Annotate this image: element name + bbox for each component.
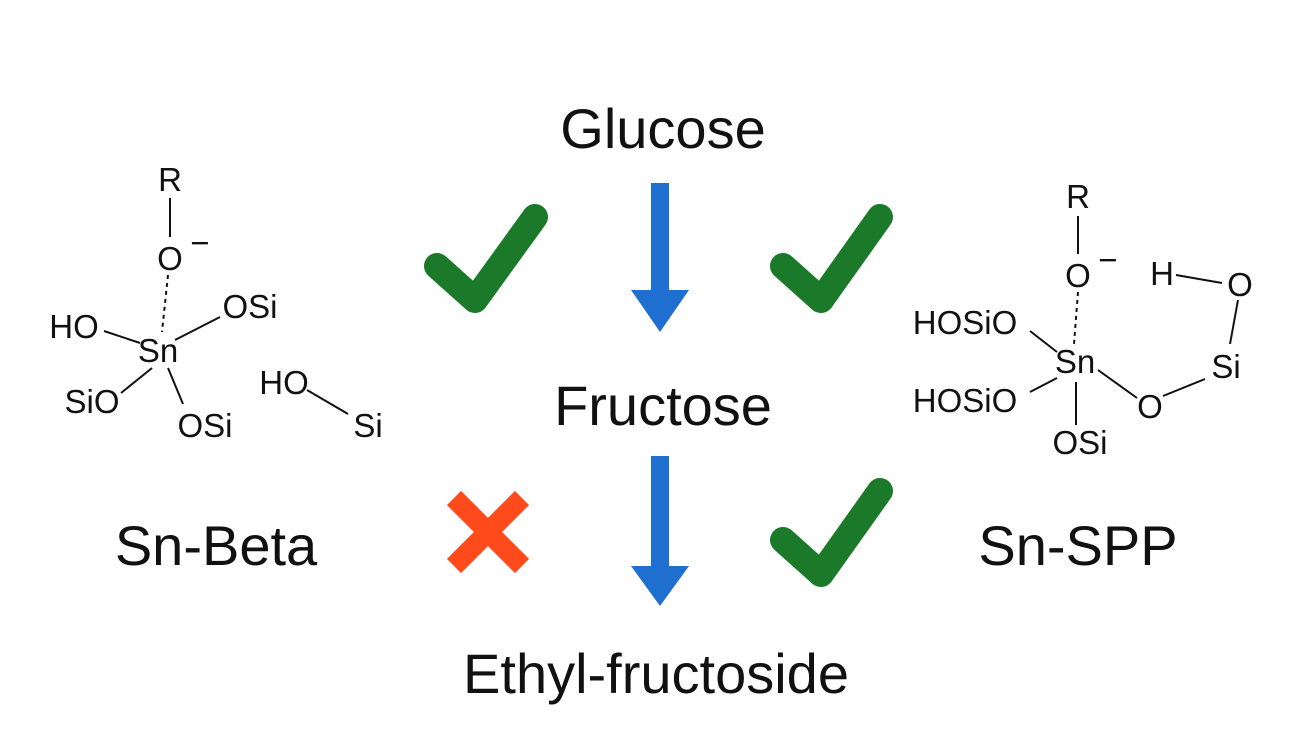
check-icon bbox=[424, 204, 548, 313]
sn-beta-structure: R O − HO OSi Sn SiO OSi HO Si bbox=[49, 161, 382, 444]
catalyst-name-sn-beta: Sn-Beta bbox=[115, 514, 318, 577]
hydrogen-label: H bbox=[1150, 255, 1174, 292]
sio-label: SiO bbox=[64, 383, 119, 420]
hosio-upper-label: HOSiO bbox=[913, 304, 1018, 341]
silanol-ho-label: HO bbox=[259, 364, 309, 401]
silanol-si-label: Si bbox=[353, 407, 382, 444]
osi-label: OSi bbox=[1052, 424, 1107, 461]
cross-icon bbox=[446, 490, 530, 574]
minus-charge-label: − bbox=[1098, 241, 1117, 278]
r-group-label: R bbox=[158, 161, 182, 198]
bridging-oxygen-label: O bbox=[1137, 388, 1163, 425]
check-icon bbox=[770, 204, 893, 313]
tin-atom-label: Sn bbox=[138, 332, 178, 369]
silicon-label: Si bbox=[1211, 348, 1240, 385]
oxygen-anion-label: O bbox=[157, 240, 183, 277]
ethyl-fructoside-label: Ethyl-fructoside bbox=[463, 642, 849, 705]
oxygen-top-label: O bbox=[1227, 266, 1253, 303]
tin-atom-label: Sn bbox=[1055, 343, 1095, 380]
glucose-label: Glucose bbox=[560, 97, 765, 160]
oxygen-anion-label: O bbox=[1065, 257, 1091, 294]
check-icon bbox=[770, 478, 893, 587]
fructose-label: Fructose bbox=[554, 374, 772, 437]
sn-spp-structure: R O − H O HOSiO Sn Si HOSiO O OSi bbox=[913, 178, 1253, 461]
arrow-down-icon bbox=[631, 456, 689, 606]
catalyst-name-sn-spp: Sn-SPP bbox=[978, 514, 1177, 577]
osi-lower-label: OSi bbox=[177, 407, 232, 444]
hosio-lower-label: HOSiO bbox=[913, 382, 1018, 419]
arrow-down-icon bbox=[631, 183, 689, 332]
minus-charge-label: − bbox=[190, 224, 209, 261]
hydroxyl-label: HO bbox=[49, 308, 99, 345]
r-group-label: R bbox=[1066, 178, 1090, 215]
osi-upper-label: OSi bbox=[222, 288, 277, 325]
